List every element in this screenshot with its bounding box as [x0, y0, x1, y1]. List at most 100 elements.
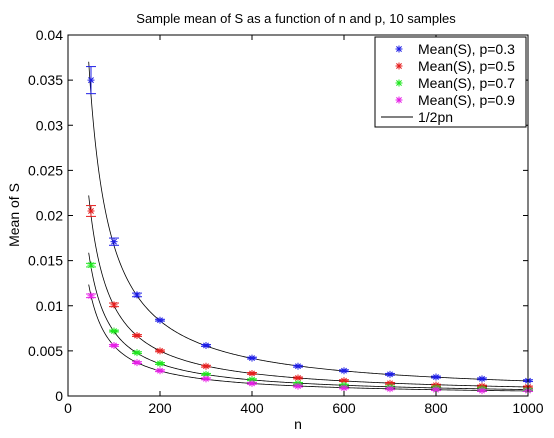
marker-stroke — [295, 363, 301, 370]
x-axis-label: n — [294, 416, 302, 432]
data-point — [133, 349, 141, 357]
marker-stroke — [341, 384, 347, 391]
marker-stroke — [134, 332, 140, 339]
data-point — [110, 327, 118, 335]
data-point — [294, 362, 302, 370]
data-point — [386, 370, 394, 378]
data-point — [248, 369, 256, 377]
data-point — [248, 354, 256, 362]
data-point — [248, 379, 256, 387]
legend-label: Mean(S), p=0.9 — [418, 92, 515, 108]
legend-marker — [395, 45, 403, 53]
marker-stroke — [157, 360, 163, 367]
marker-stroke — [479, 375, 485, 382]
marker-stroke — [387, 371, 393, 378]
legend-label: Mean(S), p=0.3 — [418, 41, 515, 57]
legend-label: 1/2pn — [418, 109, 453, 125]
y-tick-label: 0.005 — [28, 343, 63, 359]
legend-label: Mean(S), p=0.7 — [418, 75, 515, 91]
data-point — [294, 382, 302, 390]
y-tick-labels: 0 0.005 0.01 0.015 0.02 0.025 0.03 0.035 0.04 — [28, 27, 63, 404]
marker-stroke — [88, 292, 94, 299]
y-tick-label: 0.035 — [28, 72, 63, 88]
data-point — [156, 367, 164, 375]
marker-stroke — [111, 238, 117, 245]
marker-stroke — [134, 291, 140, 298]
data-point — [432, 373, 440, 381]
marker-stroke — [479, 387, 485, 394]
data-point — [87, 261, 95, 269]
marker-stroke — [134, 359, 140, 366]
marker-stroke — [88, 77, 94, 84]
x-tick-label: 0 — [64, 400, 72, 416]
marker-stroke — [203, 342, 209, 349]
data-point — [202, 341, 210, 349]
data-point — [87, 76, 95, 84]
data-point — [156, 360, 164, 368]
marker-stroke — [396, 80, 402, 86]
x-tick-label: 1000 — [512, 400, 543, 416]
y-tick-label: 0.01 — [36, 298, 63, 314]
marker-stroke — [157, 347, 163, 354]
data-point — [478, 387, 486, 395]
marker-stroke — [111, 301, 117, 308]
data-point — [202, 375, 210, 383]
x-tick-label: 600 — [332, 400, 356, 416]
legend-marker — [395, 96, 403, 104]
marker-stroke — [341, 367, 347, 374]
x-tick-label: 200 — [148, 400, 172, 416]
marker-stroke — [157, 367, 163, 374]
x-tick-label: 400 — [240, 400, 264, 416]
data-point — [87, 207, 95, 215]
marker-stroke — [249, 370, 255, 377]
marker-stroke — [295, 383, 301, 390]
y-tick-label: 0.025 — [28, 162, 63, 178]
marker-stroke — [157, 317, 163, 324]
marker-stroke — [88, 208, 94, 214]
data-point — [110, 238, 118, 246]
data-point — [133, 359, 141, 367]
marker-stroke — [387, 385, 393, 392]
data-point — [110, 301, 118, 309]
y-tick-label: 0.03 — [36, 117, 63, 133]
marker-stroke — [396, 63, 402, 69]
marker-stroke — [134, 349, 140, 356]
data-point — [133, 332, 141, 340]
y-tick-label: 0.02 — [36, 208, 63, 224]
marker-stroke — [396, 46, 402, 52]
data-point — [156, 347, 164, 355]
chart-title: Sample mean of S as a function of n and … — [136, 11, 456, 26]
legend-label: Mean(S), p=0.5 — [418, 58, 515, 74]
marker-stroke — [111, 328, 117, 334]
y-axis-label: Mean of S — [6, 183, 22, 247]
y-tick-label: 0.015 — [28, 253, 63, 269]
x-tick-labels: 0 200 400 600 800 1000 — [64, 400, 544, 416]
data-point — [478, 375, 486, 383]
data-point — [133, 291, 141, 299]
y-tick-label: 0 — [55, 388, 63, 404]
data-point — [340, 367, 348, 375]
data-point — [202, 362, 210, 370]
marker-stroke — [341, 377, 347, 384]
plot-frame — [67, 34, 529, 397]
x-tick-label: 800 — [424, 400, 448, 416]
marker-stroke — [88, 262, 94, 269]
legend-marker — [395, 62, 403, 70]
legend-marker — [395, 79, 403, 87]
marker-stroke — [433, 374, 439, 381]
marker-stroke — [396, 97, 402, 103]
marker-stroke — [249, 380, 255, 387]
marker-stroke — [249, 355, 255, 362]
marker-stroke — [203, 375, 209, 382]
marker-stroke — [295, 374, 301, 381]
marker-stroke — [433, 386, 439, 393]
data-point — [110, 341, 118, 349]
data-point — [386, 385, 394, 393]
data-point — [87, 292, 95, 300]
marker-stroke — [203, 371, 209, 378]
data-point — [202, 370, 210, 378]
marker-stroke — [203, 363, 209, 370]
data-point — [156, 316, 164, 324]
